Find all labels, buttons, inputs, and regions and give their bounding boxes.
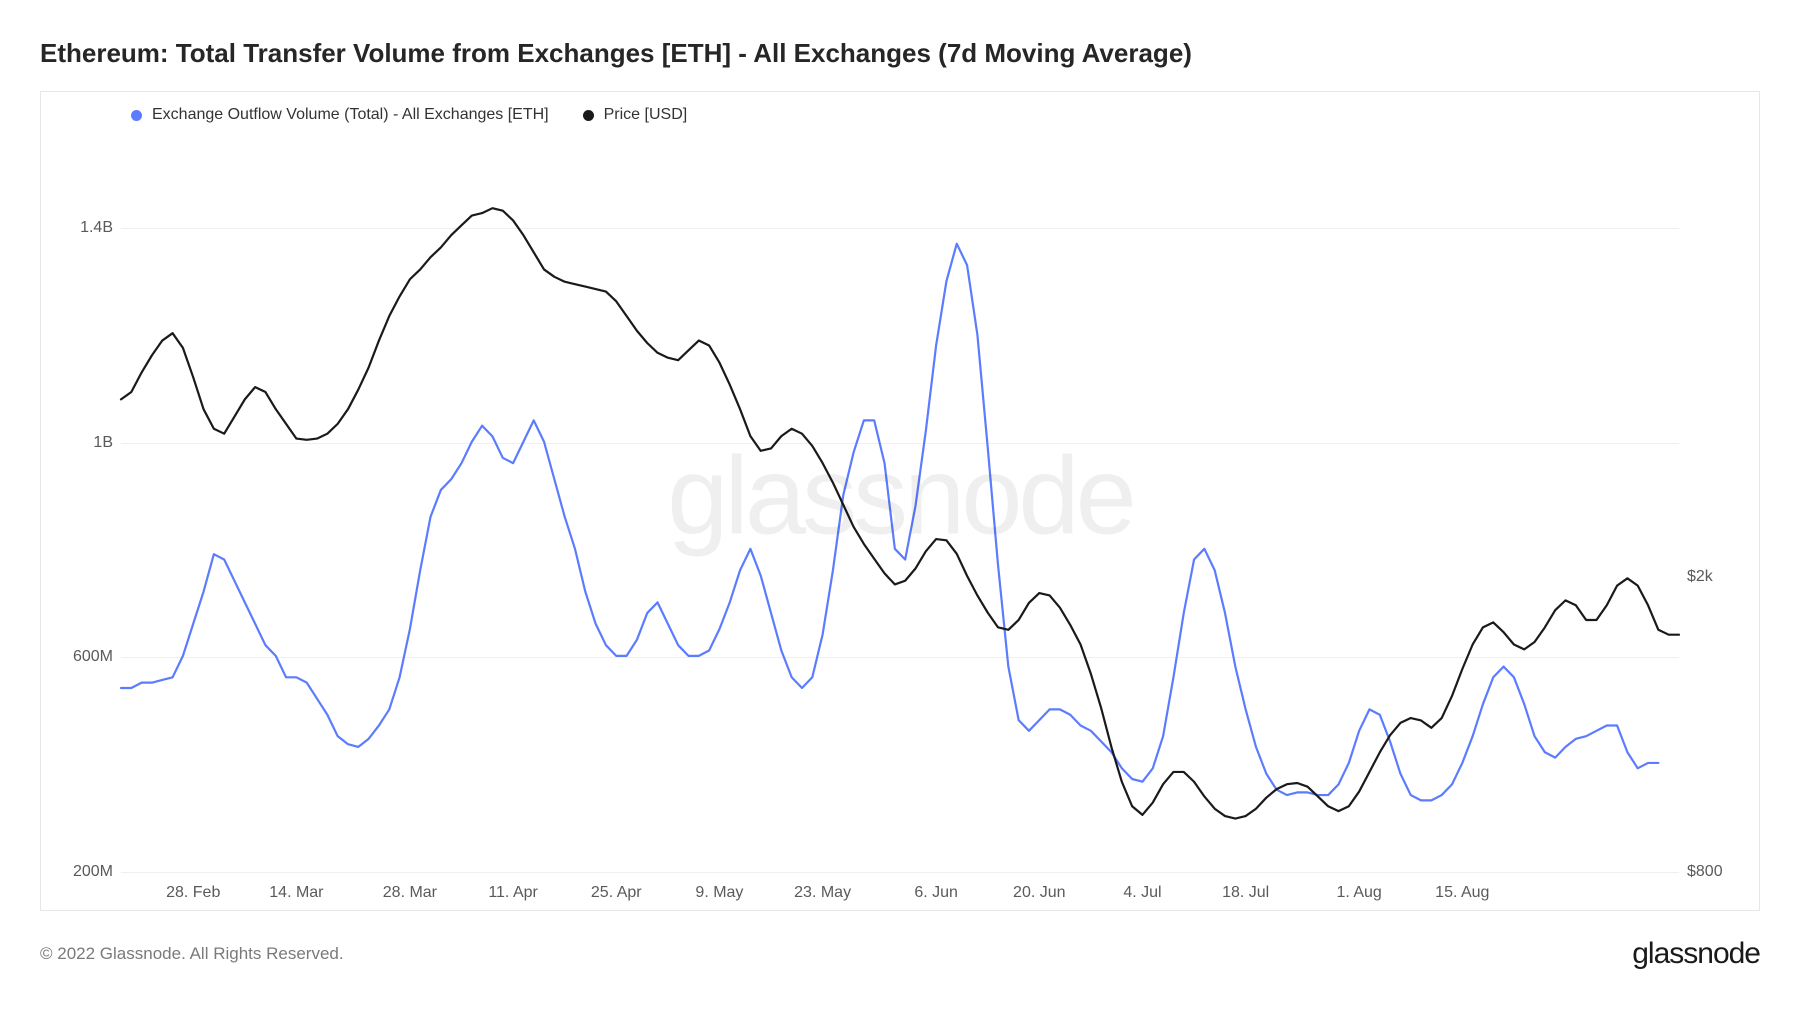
x-tick-label: 28. Feb — [166, 884, 220, 902]
copyright-text: © 2022 Glassnode. All Rights Reserved. — [40, 944, 344, 964]
legend-item-price: Price [USD] — [583, 106, 688, 124]
y-right-tick-label: $2k — [1687, 568, 1747, 586]
gridline — [121, 872, 1679, 873]
chart-plot-area: Exchange Outflow Volume (Total) - All Ex… — [40, 91, 1760, 911]
line-chart-svg — [121, 142, 1679, 870]
legend-item-outflow: Exchange Outflow Volume (Total) - All Ex… — [131, 106, 549, 124]
y-right-tick-label: $800 — [1687, 863, 1747, 881]
legend-label-outflow: Exchange Outflow Volume (Total) - All Ex… — [152, 106, 549, 124]
chart-container: Ethereum: Total Transfer Volume from Exc… — [0, 0, 1800, 1013]
x-tick-label: 9. May — [695, 884, 743, 902]
y-left-tick-label: 600M — [53, 648, 113, 666]
x-tick-label: 28. Mar — [383, 884, 437, 902]
x-tick-label: 4. Jul — [1123, 884, 1161, 902]
x-tick-label: 14. Mar — [269, 884, 323, 902]
legend-label-price: Price [USD] — [604, 106, 688, 124]
y-left-tick-label: 1.4B — [53, 219, 113, 237]
y-left-tick-label: 200M — [53, 863, 113, 881]
chart-footer: © 2022 Glassnode. All Rights Reserved. g… — [40, 937, 1760, 971]
legend-dot-price — [583, 110, 594, 121]
y-left-tick-label: 1B — [53, 434, 113, 452]
chart-title: Ethereum: Total Transfer Volume from Exc… — [40, 38, 1760, 69]
x-tick-label: 1. Aug — [1336, 884, 1381, 902]
x-tick-label: 6. Jun — [914, 884, 958, 902]
brand-logo-text: glassnode — [1632, 937, 1760, 971]
x-tick-label: 18. Jul — [1222, 884, 1269, 902]
x-tick-label: 20. Jun — [1013, 884, 1065, 902]
plot-region: glassnode — [121, 142, 1679, 870]
legend-dot-outflow — [131, 110, 142, 121]
x-tick-label: 23. May — [794, 884, 851, 902]
x-tick-label: 25. Apr — [591, 884, 642, 902]
x-tick-label: 11. Apr — [488, 884, 538, 902]
chart-legend: Exchange Outflow Volume (Total) - All Ex… — [131, 106, 687, 124]
x-tick-label: 15. Aug — [1435, 884, 1489, 902]
